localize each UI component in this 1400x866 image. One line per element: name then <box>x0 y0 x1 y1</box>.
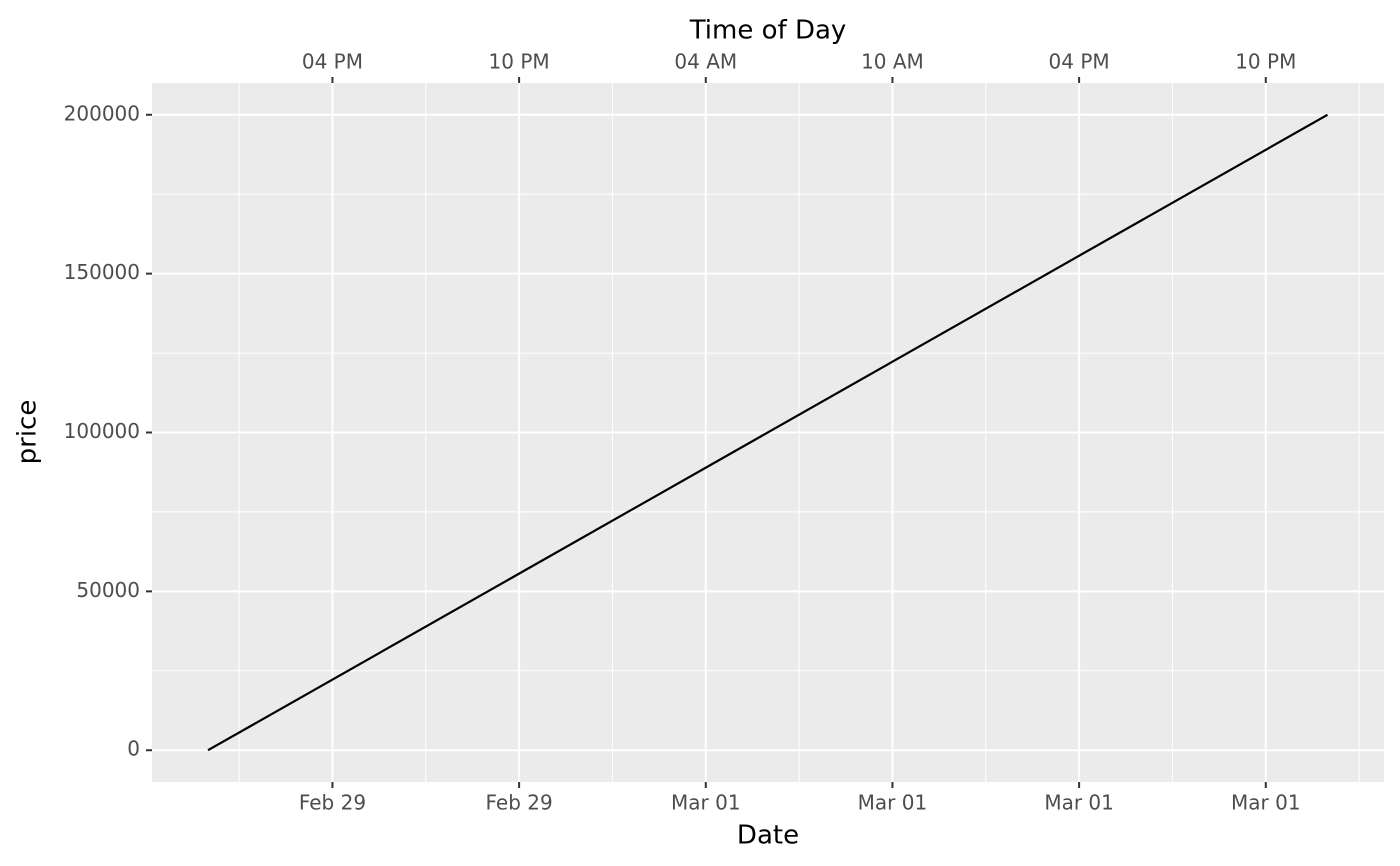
y-tick-label: 100000 <box>64 419 140 443</box>
x2-tick-label: 10 AM <box>861 50 924 74</box>
x-tick-label: Feb 29 <box>299 791 366 815</box>
y-tick-label: 150000 <box>64 260 140 284</box>
grid <box>152 83 1384 782</box>
y-tick-label: 0 <box>127 737 140 761</box>
x2-tick-label: 10 PM <box>489 50 550 74</box>
x-tick-label: Mar 01 <box>1231 791 1301 815</box>
x2-tick-label: 04 AM <box>674 50 737 74</box>
y-tick-label: 50000 <box>76 578 140 602</box>
y-axis-title: price <box>13 400 43 465</box>
x2-tick-label: 04 PM <box>302 50 363 74</box>
top-axis-title: Time of Day <box>689 16 847 46</box>
x2-tick-label: 10 PM <box>1235 50 1296 74</box>
y-tick-label: 200000 <box>64 101 140 125</box>
x2-tick-label: 04 PM <box>1049 50 1110 74</box>
x-tick-label: Mar 01 <box>1044 791 1114 815</box>
line <box>207 113 1329 752</box>
x-tick-label: Feb 29 <box>486 791 553 815</box>
marks <box>207 113 1329 752</box>
x-axis-title: Date <box>737 821 799 851</box>
x-tick-label: Mar 01 <box>858 791 928 815</box>
x-tick-label: Mar 01 <box>671 791 741 815</box>
